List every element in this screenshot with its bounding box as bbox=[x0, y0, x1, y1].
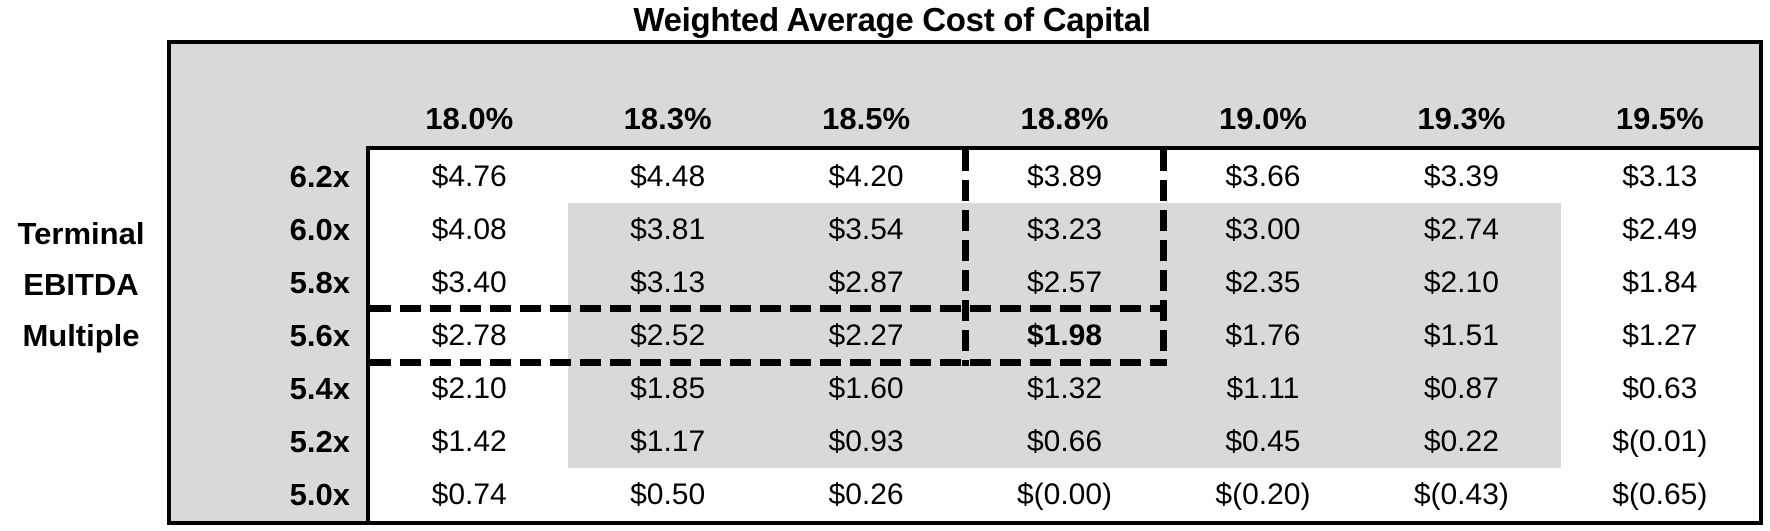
value-grid: $4.76 $4.48 $4.20 $3.89 $3.66 $3.39 $3.1… bbox=[370, 150, 1759, 521]
data-area: $4.76 $4.48 $4.20 $3.89 $3.66 $3.39 $3.1… bbox=[366, 146, 1759, 521]
table-cell[interactable]: $2.35 bbox=[1225, 265, 1301, 299]
column-header[interactable]: 19.3% bbox=[1417, 101, 1506, 136]
table-cell[interactable]: $2.57 bbox=[1026, 265, 1103, 299]
table-cell[interactable]: $1.11 bbox=[1226, 371, 1300, 405]
table-cell[interactable]: $0.45 bbox=[1225, 424, 1301, 458]
table-cell[interactable]: $3.54 bbox=[828, 212, 904, 246]
row-axis-label-line: Terminal bbox=[17, 216, 145, 251]
row-axis-label: Terminal EBITDA Multiple bbox=[0, 208, 162, 361]
column-header[interactable]: 18.3% bbox=[623, 101, 712, 136]
table-cell[interactable]: $0.50 bbox=[630, 477, 706, 511]
table-cell[interactable]: $(0.01) bbox=[1612, 424, 1708, 458]
row-axis-label-line: Multiple bbox=[22, 318, 140, 353]
row-header[interactable]: 5.4x bbox=[289, 370, 350, 406]
column-header[interactable]: 18.0% bbox=[425, 101, 514, 136]
table-cell[interactable]: $3.81 bbox=[630, 212, 706, 246]
row-header[interactable]: 5.8x bbox=[289, 264, 350, 300]
table-cell[interactable]: $3.89 bbox=[1026, 159, 1103, 193]
table-cell[interactable]: $2.49 bbox=[1622, 212, 1698, 246]
row-header[interactable]: 5.2x bbox=[289, 423, 350, 459]
table-cell[interactable]: $1.32 bbox=[1026, 371, 1103, 405]
table-cell[interactable]: $1.17 bbox=[630, 424, 706, 458]
table-cell[interactable]: $0.66 bbox=[1026, 424, 1103, 458]
table-cell[interactable]: $(0.20) bbox=[1215, 477, 1311, 511]
table-cell[interactable]: $0.87 bbox=[1423, 371, 1499, 405]
table-cell[interactable]: $4.48 bbox=[630, 159, 706, 193]
table-cell[interactable]: $0.22 bbox=[1423, 424, 1499, 458]
table-cell[interactable]: $2.10 bbox=[431, 371, 507, 405]
table-title: Weighted Average Cost of Capital bbox=[633, 1, 1151, 38]
table-cell[interactable]: $(0.00) bbox=[1016, 477, 1113, 511]
row-header[interactable]: 6.0x bbox=[289, 211, 350, 247]
table-cell[interactable]: $4.08 bbox=[431, 212, 507, 246]
column-headers: 18.0% 18.3% 18.5% 18.8% 19.0% 19.3% 19.5… bbox=[370, 94, 1759, 144]
table-cell[interactable]: $2.87 bbox=[828, 265, 904, 299]
table-cell[interactable]: $1.27 bbox=[1622, 318, 1698, 352]
row-axis-label-line: EBITDA bbox=[23, 267, 139, 302]
table-cell[interactable]: $1.85 bbox=[630, 371, 706, 405]
table-cell[interactable]: $3.13 bbox=[630, 265, 706, 299]
selection-dash-row-top bbox=[370, 305, 1167, 312]
table-cell[interactable]: $1.84 bbox=[1622, 265, 1698, 299]
table-cell[interactable]: $2.74 bbox=[1423, 212, 1499, 246]
table-cell[interactable]: $1.60 bbox=[828, 371, 904, 405]
row-header[interactable]: 5.0x bbox=[289, 476, 350, 512]
table-cell[interactable]: $3.66 bbox=[1225, 159, 1301, 193]
table-cell[interactable]: $4.20 bbox=[828, 159, 904, 193]
table-cell[interactable]: $2.10 bbox=[1423, 265, 1499, 299]
table-cell[interactable]: $3.13 bbox=[1622, 159, 1698, 193]
table-cell[interactable]: $0.93 bbox=[828, 424, 904, 458]
table-cell[interactable]: $(0.65) bbox=[1612, 477, 1708, 511]
table-cell[interactable]: $2.52 bbox=[630, 318, 706, 352]
table-cell[interactable]: $3.39 bbox=[1423, 159, 1499, 193]
selection-dash-row-bottom bbox=[370, 359, 1167, 366]
table-cell[interactable]: $0.26 bbox=[828, 477, 904, 511]
column-header[interactable]: 19.0% bbox=[1218, 101, 1307, 136]
row-headers: 6.2x 6.0x 5.8x 5.6x 5.4x 5.2x 5.0x bbox=[167, 150, 366, 521]
table-cell[interactable]: $0.63 bbox=[1622, 371, 1698, 405]
column-header[interactable]: 19.5% bbox=[1615, 101, 1704, 136]
row-header[interactable]: 5.6x bbox=[289, 317, 350, 353]
table-cell[interactable]: $0.74 bbox=[431, 477, 507, 511]
table-cell[interactable]: $3.23 bbox=[1026, 212, 1103, 246]
shaded-region bbox=[568, 203, 1561, 468]
table-cell[interactable]: $(0.43) bbox=[1413, 477, 1509, 511]
selection-dash-column-left bbox=[962, 150, 969, 366]
column-header[interactable]: 18.5% bbox=[822, 101, 911, 136]
row-header[interactable]: 6.2x bbox=[289, 158, 350, 194]
column-header[interactable]: 18.8% bbox=[1020, 101, 1109, 136]
table-cell[interactable]: $1.42 bbox=[431, 424, 507, 458]
table-cell[interactable]: $2.27 bbox=[828, 318, 904, 352]
table-cell[interactable]: $3.00 bbox=[1225, 212, 1301, 246]
table-cell[interactable]: $4.76 bbox=[431, 159, 507, 193]
table-cell[interactable]: $2.78 bbox=[431, 318, 507, 352]
table-cell[interactable]: $1.76 bbox=[1225, 318, 1301, 352]
table-cell[interactable]: $1.51 bbox=[1423, 318, 1499, 352]
selection-dash-column-right bbox=[1160, 150, 1167, 366]
table-cell-highlighted[interactable]: $1.98 bbox=[1026, 318, 1103, 352]
table-cell[interactable]: $3.40 bbox=[431, 265, 507, 299]
